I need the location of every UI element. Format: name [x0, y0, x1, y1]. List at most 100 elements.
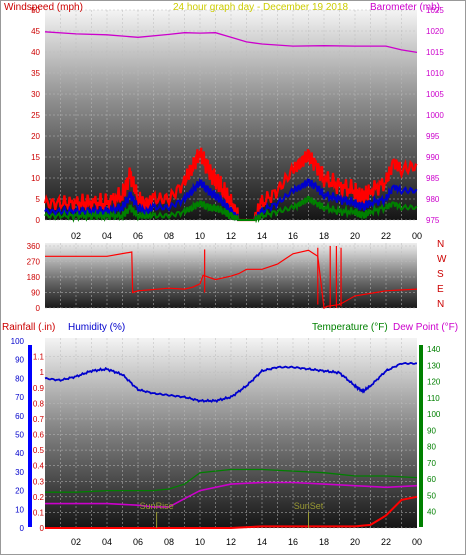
rain-y-tick: 0.8: [33, 399, 45, 408]
rain-y-tick: 0.6: [33, 431, 45, 440]
rain-y-tick: 1: [40, 368, 45, 377]
temp-y-tick: 70: [427, 459, 436, 468]
x-tick-label: 18: [319, 537, 329, 547]
rain-y-tick: 0.2: [33, 493, 45, 502]
x-tick-label: 08: [164, 231, 174, 241]
x-tick-label: 18: [319, 231, 329, 241]
sunrise-label: SunRise: [140, 501, 174, 511]
x-tick-label: 02: [71, 537, 81, 547]
wind-y-tick: 15: [31, 153, 40, 162]
temp-y-tick: 130: [427, 361, 441, 370]
direction-y-tick: 180: [27, 273, 41, 282]
wind-y-tick: 35: [31, 69, 40, 78]
series-humidity: [44, 361, 418, 403]
humidity-y-tick: 100: [11, 337, 25, 346]
series-dewpoint: [45, 481, 418, 508]
x-tick-label: 22: [381, 231, 391, 241]
humidity-y-tick: 50: [15, 431, 24, 440]
compass-label: S: [437, 269, 444, 280]
wind-y-tick: 45: [31, 27, 40, 36]
rain-y-tick: 0.1: [33, 508, 45, 517]
compass-label: N: [437, 239, 444, 250]
humidity-y-tick: 10: [15, 505, 24, 514]
barometer-y-tick: 1005: [426, 90, 444, 99]
temp-y-tick: 110: [427, 394, 440, 403]
x-tick-label: 04: [102, 537, 112, 547]
humidity-y-tick: 80: [15, 374, 24, 383]
barometer-y-tick: 990: [426, 153, 440, 162]
humidity-y-tick: 30: [15, 468, 24, 477]
x-tick-label: 02: [71, 231, 81, 241]
barometer-y-tick: 975: [426, 216, 440, 225]
rain-y-tick: 1.1: [33, 353, 45, 362]
barometer-y-tick: 1000: [426, 111, 444, 120]
wind-y-tick: 25: [31, 111, 40, 120]
barometer-y-tick: 985: [426, 174, 440, 183]
wind-y-tick: 20: [31, 132, 40, 141]
barometer-y-tick: 1010: [426, 69, 444, 78]
x-tick-label: 04: [102, 231, 112, 241]
x-tick-label: 06: [133, 537, 143, 547]
x-tick-label: 10: [195, 231, 205, 241]
barometer-y-tick: 1025: [426, 6, 444, 15]
series-wind-average: [44, 177, 418, 221]
temp-y-tick: 90: [427, 426, 436, 435]
temperature-axis-bar: [419, 345, 423, 527]
temp-y-tick: 50: [427, 491, 436, 500]
humidity-ylabel: Humidity (%): [68, 322, 125, 333]
wind-ylabel: Windspeed (mph): [4, 2, 83, 13]
rain-y-tick: 0.4: [33, 462, 45, 471]
humidity-y-tick: 70: [15, 393, 24, 402]
temp-y-tick: 100: [427, 410, 441, 419]
humidity-y-tick: 0: [20, 524, 25, 533]
barometer-y-tick: 980: [426, 195, 440, 204]
humidity-y-tick: 40: [15, 449, 24, 458]
rain-y-tick: 0.3: [33, 477, 45, 486]
temperature-ylabel: Temperature (°F): [312, 322, 388, 333]
rain-y-tick: 0.5: [33, 446, 45, 455]
compass-label: W: [437, 254, 447, 265]
wind-y-tick: 30: [31, 90, 40, 99]
humidity-y-tick: 60: [15, 412, 24, 421]
rain-y-tick: 0.7: [33, 415, 45, 424]
series-rainfall: [45, 495, 418, 529]
compass-label: N: [437, 299, 444, 310]
compass-label: E: [437, 284, 444, 295]
barometer-y-tick: 1020: [426, 27, 444, 36]
rain-y-tick: 0.9: [33, 384, 45, 393]
direction-y-tick: 0: [36, 304, 41, 313]
wind-y-tick: 5: [36, 195, 41, 204]
dewpoint-ylabel: Dew Point (°F): [393, 322, 458, 333]
temp-y-tick: 60: [427, 475, 436, 484]
direction-y-tick: 90: [31, 289, 40, 298]
barometer-ylabel: Barometer (mb): [370, 2, 440, 13]
humidity-y-tick: 20: [15, 487, 24, 496]
chart-title: 24 hour graph day - December 19 2018: [173, 2, 349, 13]
x-tick-label: 00: [412, 231, 422, 241]
x-tick-label: 14: [257, 537, 267, 547]
x-tick-label: 06: [133, 231, 143, 241]
wind-y-tick: 0: [36, 216, 41, 225]
temp-y-tick: 40: [427, 508, 436, 517]
x-tick-label: 12: [226, 231, 236, 241]
direction-y-tick: 270: [27, 258, 41, 267]
series-wind-direction: [45, 249, 418, 309]
wind-y-tick: 10: [31, 174, 40, 183]
x-tick-label: 16: [288, 537, 298, 547]
x-tick-label: 20: [350, 537, 360, 547]
x-tick-label: 08: [164, 537, 174, 547]
barometer-y-tick: 1015: [426, 48, 444, 57]
temp-y-tick: 120: [427, 378, 441, 387]
rain-y-tick: 0: [40, 524, 45, 533]
series-wind-gust: [43, 147, 418, 222]
rainfall-ylabel: Rainfall (.in): [2, 322, 55, 333]
x-tick-label: 00: [412, 537, 422, 547]
x-tick-label: 10: [195, 537, 205, 547]
humidity-y-tick: 90: [15, 356, 24, 365]
x-tick-label: 14: [257, 231, 267, 241]
direction-y-tick: 360: [27, 242, 41, 251]
x-tick-label: 16: [288, 231, 298, 241]
